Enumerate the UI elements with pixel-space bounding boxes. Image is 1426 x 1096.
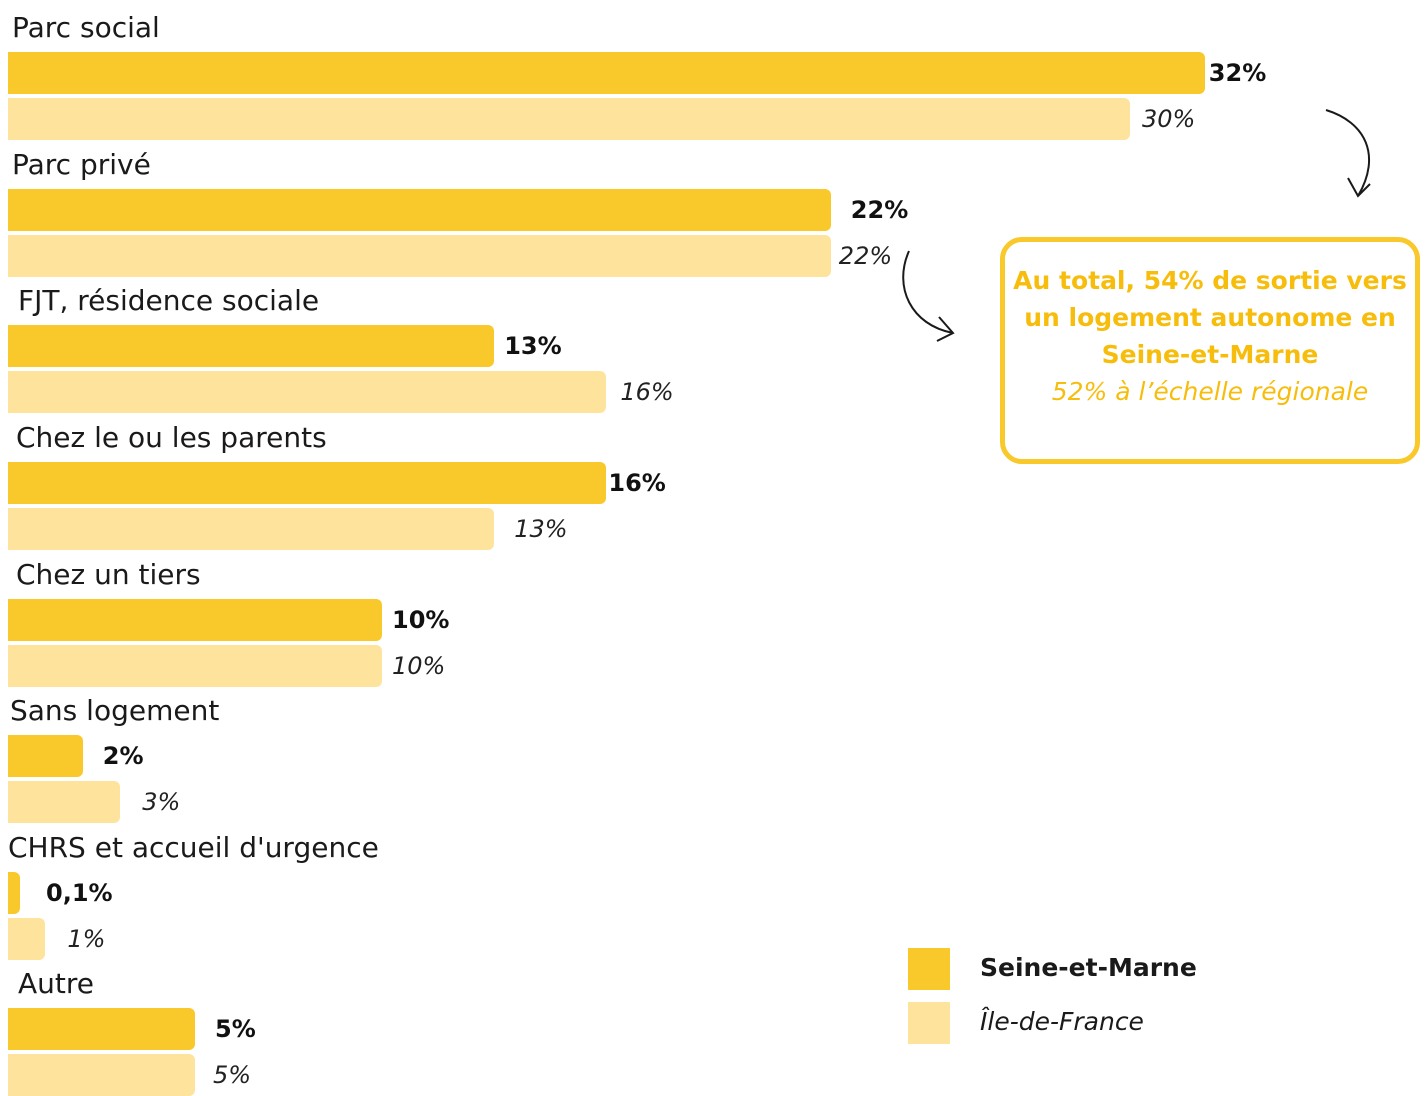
category-label: Autre [18, 967, 95, 1000]
category-label: FJT, résidence sociale [18, 284, 320, 317]
category-label: Parc social [12, 11, 160, 44]
category-label: CHRS et accueil d'urgence [8, 831, 379, 864]
legend-swatch [908, 1002, 950, 1044]
data-label: 32% [1208, 59, 1267, 87]
legend-swatch [908, 948, 950, 990]
bar [8, 98, 1130, 140]
curved-arrow-icon [1325, 109, 1371, 198]
bar [8, 1054, 195, 1096]
bar [8, 235, 831, 277]
bar [8, 325, 495, 367]
legend-label: Île-de-France [980, 1007, 1144, 1036]
category-label: Chez un tiers [16, 558, 201, 591]
bar [8, 872, 20, 914]
data-label: 30% [1142, 105, 1196, 133]
legend-label: Seine-et-Marne [980, 953, 1197, 982]
data-label: 16% [608, 469, 666, 497]
callout-line-1: Au total, 54% de sortie vers [1013, 266, 1407, 295]
data-label: 22% [850, 196, 909, 224]
bar [8, 371, 607, 413]
bar [8, 508, 495, 550]
data-label: 13% [514, 515, 568, 543]
data-label: 5% [215, 1015, 256, 1043]
bar [8, 1008, 195, 1050]
bar [8, 462, 607, 504]
callout-line-2: un logement autonome en [1024, 303, 1396, 332]
category-label: Chez le ou les parents [16, 421, 327, 454]
data-label: 10% [392, 652, 446, 680]
data-label: 0,1% [46, 879, 113, 907]
data-label: 2% [102, 742, 144, 770]
bar [8, 735, 83, 777]
bar [8, 645, 382, 687]
curved-arrow-icon [902, 250, 955, 342]
data-label: 13% [504, 332, 562, 360]
bar [8, 52, 1205, 94]
data-label: 10% [392, 606, 450, 634]
bar [8, 781, 121, 823]
data-label: 5% [213, 1061, 252, 1089]
bar [8, 599, 382, 641]
bar [8, 918, 46, 960]
data-label: 22% [838, 242, 893, 270]
bar [8, 189, 831, 231]
callout-subtext: 52% à l’échelle régionale [1051, 377, 1369, 406]
summary-callout: Au total, 54% de sortie vers un logement… [1000, 237, 1420, 464]
category-label: Parc privé [12, 148, 151, 181]
category-label: Sans logement [10, 694, 220, 727]
data-label: 16% [620, 378, 674, 406]
data-label: 1% [67, 925, 106, 953]
data-label: 3% [142, 788, 181, 816]
callout-line-3: Seine-et-Marne [1101, 340, 1319, 369]
